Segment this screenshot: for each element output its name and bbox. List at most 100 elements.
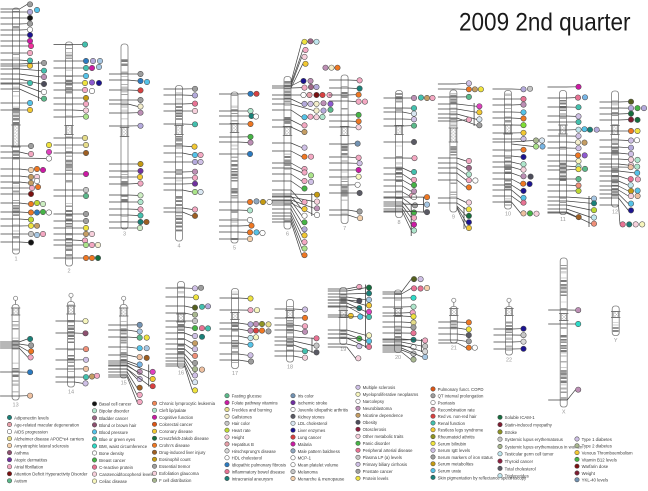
svg-text:Otosclerosis: Otosclerosis — [363, 427, 387, 432]
svg-text:Atrial fibrillation: Atrial fibrillation — [14, 465, 44, 470]
svg-text:Idiopathic pulmonary fibrosis: Idiopathic pulmonary fibrosis — [232, 463, 286, 468]
svg-text:BMI, waist circumference: BMI, waist circumference — [99, 444, 148, 449]
svg-text:YKL-40 levels: YKL-40 levels — [582, 478, 609, 483]
svg-text:Venous Thromboembolism: Venous Thromboembolism — [582, 451, 633, 456]
svg-text:Renal function: Renal function — [438, 421, 466, 426]
svg-text:Intracranial aneurysm: Intracranial aneurysm — [232, 476, 274, 481]
svg-text:Juvenile idiopathic arthritis: Juvenile idiopathic arthritis — [298, 407, 348, 412]
svg-text:Blue or green eyes: Blue or green eyes — [99, 437, 135, 442]
svg-text:Height: Height — [232, 435, 245, 440]
svg-text:Adiponectin levels: Adiponectin levels — [14, 415, 49, 420]
svg-text:Bladder cancer: Bladder cancer — [99, 416, 128, 421]
svg-text:X: X — [562, 410, 566, 416]
svg-text:Serum markers of iron status: Serum markers of iron status — [438, 455, 493, 460]
svg-text:Chronic lymprocytic leukemia: Chronic lymprocytic leukemia — [159, 401, 215, 406]
svg-text:Recombination rate: Recombination rate — [438, 407, 476, 412]
svg-text:Hepatitus B: Hepatitus B — [232, 442, 254, 447]
svg-text:Lung cancer: Lung cancer — [298, 435, 322, 440]
svg-text:Rheumatoid athritis: Rheumatoid athritis — [438, 435, 475, 440]
svg-text:Autism: Autism — [14, 479, 28, 484]
svg-text:Systemic lupus erythematosus i: Systemic lupus erythematosus in women — [505, 444, 583, 449]
svg-text:Primary biliary cirrhosis: Primary biliary cirrhosis — [363, 462, 407, 467]
svg-text:Panic disorder: Panic disorder — [363, 441, 391, 446]
svg-text:1: 1 — [14, 257, 17, 263]
svg-text:Hair color: Hair color — [232, 421, 251, 426]
svg-text:Kidney stones: Kidney stones — [298, 414, 325, 419]
svg-text:Soluble ICAM-1: Soluble ICAM-1 — [505, 415, 536, 420]
svg-text:3: 3 — [123, 232, 126, 238]
svg-text:Total cholesterol: Total cholesterol — [505, 466, 536, 471]
svg-text:Asthma: Asthma — [14, 451, 29, 456]
svg-text:Warfarin dose: Warfarin dose — [582, 464, 609, 469]
svg-text:Y: Y — [614, 338, 618, 344]
svg-text:Stroke: Stroke — [505, 430, 518, 435]
svg-text:7: 7 — [343, 226, 346, 232]
svg-text:Folate pathway vitamins: Folate pathway vitamins — [232, 401, 278, 406]
svg-text:Statin-induced myopathy: Statin-induced myopathy — [505, 423, 553, 428]
svg-text:Male pattern baldness: Male pattern baldness — [298, 449, 340, 454]
svg-text:Other metabolic traits: Other metabolic traits — [363, 434, 404, 439]
svg-text:Blood pressure: Blood pressure — [99, 430, 129, 435]
svg-text:Age-related macular degenerati: Age-related macular degeneration — [14, 422, 80, 427]
svg-text:Systemic lupus erythematosus: Systemic lupus erythematosus — [505, 437, 563, 442]
svg-text:12: 12 — [612, 210, 618, 216]
svg-text:Bipolar disorder: Bipolar disorder — [99, 409, 130, 414]
svg-text:QT interval prolongation: QT interval prolongation — [438, 394, 484, 399]
svg-text:Freckles and burning: Freckles and burning — [232, 407, 273, 412]
svg-text:Weight: Weight — [582, 471, 596, 476]
svg-text:Crohn’s disease: Crohn’s disease — [159, 443, 190, 448]
svg-text:19: 19 — [340, 347, 346, 353]
svg-text:Thyroid cancer: Thyroid cancer — [505, 459, 534, 464]
svg-text:15: 15 — [121, 381, 127, 387]
svg-text:Liver enzymes: Liver enzymes — [298, 428, 326, 433]
svg-text:22: 22 — [506, 358, 512, 364]
svg-text:Obesity: Obesity — [363, 420, 378, 425]
svg-text:Menarche & menopause: Menarche & menopause — [298, 476, 345, 481]
svg-text:Alzheimer disease APOE*e4 car: Alzheimer disease APOE*e4 carriers — [14, 436, 84, 441]
svg-text:Cleft lip/palate: Cleft lip/palate — [159, 408, 187, 413]
svg-text:Heart rate: Heart rate — [232, 428, 252, 433]
svg-text:Multiple sclerosis: Multiple sclerosis — [363, 385, 396, 390]
svg-text:18: 18 — [287, 365, 293, 371]
svg-text:Plasma LP (a) levels: Plasma LP (a) levels — [363, 455, 402, 460]
svg-text:LDL cholesterol: LDL cholesterol — [298, 421, 328, 426]
svg-text:Serum metabolites: Serum metabolites — [438, 462, 474, 467]
svg-text:Serum IgE levels: Serum IgE levels — [438, 448, 470, 453]
svg-text:Eosinophil count: Eosinophil count — [159, 457, 191, 462]
svg-text:Ischemic stroke: Ischemic stroke — [298, 401, 328, 406]
svg-text:Vitamin B12 levels: Vitamin B12 levels — [582, 457, 617, 462]
svg-text:Malaria: Malaria — [298, 442, 313, 447]
svg-text:Nicotine dependence: Nicotine dependence — [363, 413, 404, 418]
svg-text:Celiac disease: Celiac disease — [99, 479, 128, 484]
svg-text:5: 5 — [233, 246, 236, 252]
svg-text:Cognitive function: Cognitive function — [159, 415, 194, 420]
svg-text:Narcolepsy: Narcolepsy — [363, 399, 385, 404]
svg-text:Pulmonary funct. COPD: Pulmonary funct. COPD — [438, 387, 484, 392]
svg-text:Type 2 diabetes: Type 2 diabetes — [582, 444, 612, 449]
svg-text:14: 14 — [68, 390, 74, 396]
svg-text:16: 16 — [178, 371, 184, 377]
svg-text:13: 13 — [13, 403, 19, 409]
svg-text:HDL cholesterol: HDL cholesterol — [232, 456, 262, 461]
svg-text:Serum bilirubin: Serum bilirubin — [438, 441, 467, 446]
svg-text:21: 21 — [451, 346, 457, 352]
svg-text:Serum urate: Serum urate — [438, 469, 462, 474]
svg-text:Mean platelet volume: Mean platelet volume — [298, 463, 339, 468]
svg-text:Prostate cancer: Prostate cancer — [363, 469, 394, 474]
svg-text:Myeloproliferative neoplasms: Myeloproliferative neoplasms — [363, 392, 419, 397]
svg-text:C-reactive protein: C-reactive protein — [99, 465, 134, 470]
svg-text:Attention Deficit Hyperactivit: Attention Deficit Hyperactivity Disorder — [14, 472, 88, 477]
svg-text:Peripheral arterial disease: Peripheral arterial disease — [363, 448, 414, 453]
svg-text:Inflammatory bowel disease: Inflammatory bowel disease — [232, 470, 286, 475]
svg-text:Type 1 diabetes: Type 1 diabetes — [582, 437, 612, 442]
svg-text:Iris color: Iris color — [298, 394, 315, 399]
svg-text:Fasting glucose: Fasting glucose — [232, 394, 263, 399]
svg-text:Restless legs syndrome: Restless legs syndrome — [438, 428, 484, 433]
svg-text:Exfoliation glaucoma: Exfoliation glaucoma — [159, 471, 199, 476]
svg-text:Bone density: Bone density — [99, 451, 125, 456]
svg-text:Amyotrophic lateral sclerosis: Amyotrophic lateral sclerosis — [14, 444, 69, 449]
svg-text:Carotenoid/tocopherol levels: Carotenoid/tocopherol levels — [99, 472, 153, 477]
svg-text:Testicular germ cell tumor: Testicular germ cell tumor — [505, 452, 555, 457]
svg-text:2: 2 — [67, 269, 70, 275]
svg-text:F cell distribution: F cell distribution — [159, 478, 192, 483]
